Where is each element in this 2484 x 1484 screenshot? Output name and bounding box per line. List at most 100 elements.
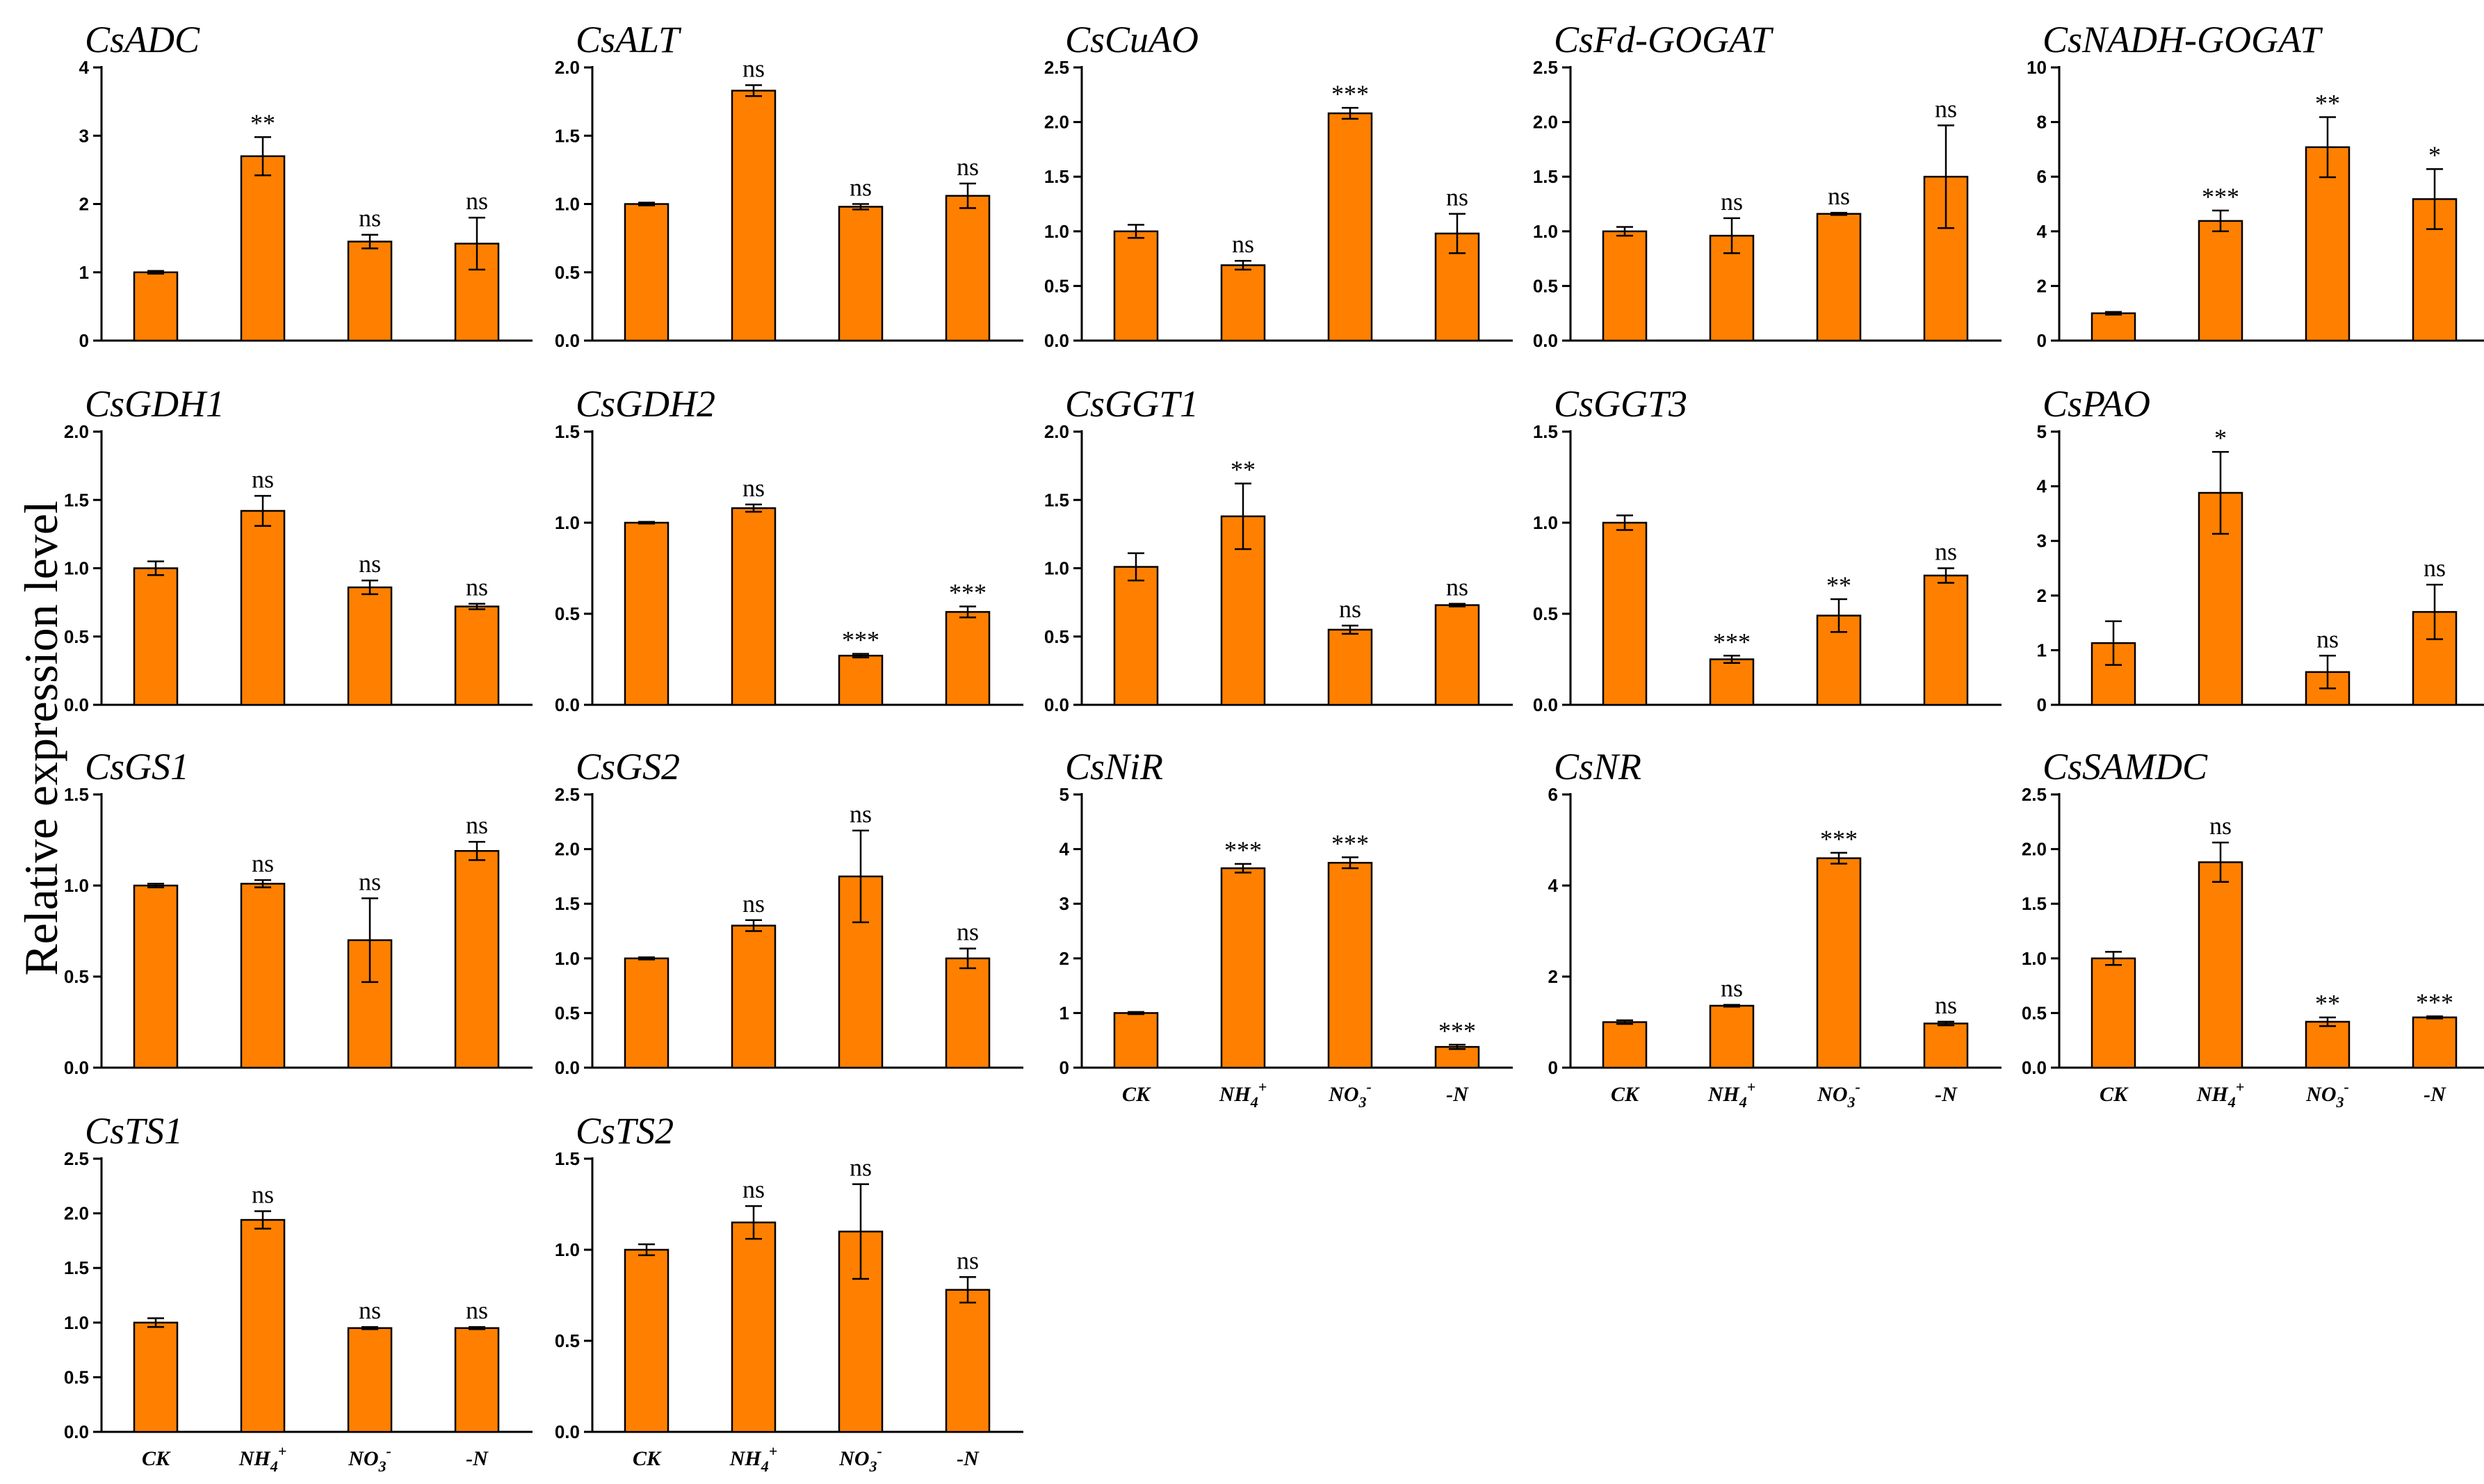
y-tick-label: 2.5 bbox=[555, 784, 580, 805]
bar bbox=[2091, 957, 2136, 1069]
y-tick-label: 0.5 bbox=[2022, 1002, 2047, 1023]
significance-label: ns bbox=[1828, 182, 1850, 210]
panel-csnr: CsNR 0 2 4 6 ns *** ns CK NH4+ NO3- -N bbox=[1548, 746, 2002, 1111]
y-tick-label: 0.5 bbox=[1044, 626, 1069, 647]
bar bbox=[1327, 862, 1373, 1069]
y-tick-label: 1 bbox=[79, 262, 89, 283]
significance-label: ns bbox=[466, 1296, 488, 1324]
y-tick-label: 0.5 bbox=[555, 262, 580, 283]
y-tick-label: 2 bbox=[2037, 275, 2047, 296]
y-tick-label: 0.5 bbox=[555, 603, 580, 624]
bar bbox=[945, 195, 991, 342]
y-tick-label: 5 bbox=[2037, 421, 2047, 442]
bar bbox=[624, 521, 669, 706]
y-tick-label: 0.0 bbox=[1533, 694, 1558, 715]
significance-label: ns bbox=[1721, 975, 1743, 1002]
x-tick-label: CK bbox=[1122, 1083, 1151, 1106]
y-tick-label: 0.0 bbox=[64, 1057, 89, 1078]
y-tick-label: 5 bbox=[1060, 784, 1069, 805]
y-tick-label: 1.0 bbox=[555, 512, 580, 533]
x-tick-label: CK bbox=[1611, 1083, 1640, 1106]
x-tick-label: NO3- bbox=[1817, 1078, 1860, 1111]
y-tick-label: 0.0 bbox=[555, 330, 580, 351]
bar bbox=[133, 271, 179, 342]
panel-title: CsALT bbox=[576, 19, 682, 60]
y-tick-label: 2.0 bbox=[2022, 839, 2047, 860]
y-tick-label: 4 bbox=[2037, 221, 2047, 242]
y-tick-label: 0.5 bbox=[1533, 603, 1558, 624]
bar bbox=[945, 1289, 991, 1433]
bar bbox=[624, 957, 669, 1069]
bar bbox=[454, 1327, 500, 1433]
y-tick-label: 10 bbox=[2027, 57, 2047, 78]
y-tick-label: 1.0 bbox=[1044, 221, 1069, 242]
bar bbox=[1816, 857, 1862, 1069]
panel-title: CsNR bbox=[1554, 746, 1641, 788]
x-tick-label: NO3- bbox=[1328, 1078, 1372, 1111]
y-tick-label: 1.0 bbox=[1533, 512, 1558, 533]
significance-label: ns bbox=[742, 55, 765, 83]
x-tick-label: NO3- bbox=[838, 1442, 882, 1475]
significance-label: ns bbox=[359, 1296, 381, 1324]
panel-title: CsTS1 bbox=[85, 1110, 183, 1152]
bar bbox=[347, 1327, 393, 1433]
y-tick-label: 1.5 bbox=[1533, 421, 1558, 442]
y-tick-label: 0.5 bbox=[555, 1002, 580, 1023]
panel-title: CsGDH1 bbox=[85, 383, 225, 425]
bar bbox=[240, 883, 286, 1069]
bar bbox=[1220, 867, 1266, 1069]
y-tick-label: 2 bbox=[79, 194, 89, 215]
significance-label: *** bbox=[1331, 829, 1369, 857]
bar bbox=[731, 90, 777, 342]
y-tick-label: 0.0 bbox=[1533, 330, 1558, 351]
bar bbox=[624, 203, 669, 342]
bar bbox=[2412, 1016, 2458, 1069]
x-tick-label: -N bbox=[466, 1447, 489, 1470]
y-tick-label: 0 bbox=[1060, 1057, 1069, 1078]
panel-csts1: CsTS1 0.0 0.5 1.0 1.5 2.0 2.5 ns ns ns CK NH4+ NO3- -… bbox=[64, 1110, 533, 1475]
x-tick-label: NH4+ bbox=[1219, 1078, 1267, 1111]
y-tick-label: 1.5 bbox=[1533, 166, 1558, 187]
bar bbox=[1923, 574, 1969, 706]
y-tick-label: 0.5 bbox=[64, 966, 89, 987]
y-tick-label: 2 bbox=[2037, 585, 2047, 606]
y-tick-label: 2 bbox=[1548, 966, 1558, 987]
y-tick-label: 2.0 bbox=[64, 1203, 89, 1224]
significance-label: ns bbox=[1935, 538, 1957, 566]
y-tick-label: 1.0 bbox=[1533, 221, 1558, 242]
y-tick-label: 1.0 bbox=[555, 194, 580, 215]
x-tick-label: NH4+ bbox=[238, 1442, 287, 1475]
x-tick-label: -N bbox=[1446, 1083, 1469, 1106]
y-tick-label: 2.5 bbox=[1533, 57, 1558, 78]
panel-csgs2: CsGS2 0.0 0.5 1.0 1.5 2.0 2.5 ns ns ns bbox=[555, 746, 1023, 1078]
bar bbox=[240, 509, 286, 706]
bar bbox=[133, 567, 179, 706]
significance-label: ns bbox=[466, 811, 488, 839]
y-tick-label: 0 bbox=[2037, 694, 2047, 715]
y-tick-label: 2 bbox=[1060, 948, 1069, 969]
significance-label: *** bbox=[2202, 183, 2239, 211]
bar bbox=[1434, 604, 1480, 706]
y-axis-label: Relative expression level bbox=[15, 500, 67, 976]
panel-title: CsGS1 bbox=[85, 746, 189, 788]
panel-csgdh1: CsGDH1 0.0 0.5 1.0 1.5 2.0 ns ns ns bbox=[64, 383, 533, 715]
panel-title: CsFd-GOGAT bbox=[1554, 19, 1774, 60]
bar bbox=[945, 611, 991, 706]
bar bbox=[945, 957, 991, 1069]
x-tick-label: NH4+ bbox=[2196, 1078, 2245, 1111]
y-tick-label: 1 bbox=[1060, 1002, 1069, 1023]
bar bbox=[347, 586, 393, 706]
bar bbox=[2305, 1020, 2351, 1069]
bar bbox=[731, 924, 777, 1069]
x-tick-label: CK bbox=[142, 1447, 171, 1470]
significance-label: ns bbox=[1446, 573, 1468, 601]
panel-csts2: CsTS2 0.0 0.5 1.0 1.5 ns ns ns CK NH4+ NO3- -N bbox=[555, 1110, 1023, 1475]
significance-label: ns bbox=[1232, 230, 1254, 258]
bar bbox=[454, 849, 500, 1069]
bar bbox=[2198, 861, 2243, 1069]
bar bbox=[1113, 566, 1159, 706]
x-tick-label: -N bbox=[2424, 1083, 2446, 1106]
y-tick-label: 8 bbox=[2037, 112, 2047, 133]
